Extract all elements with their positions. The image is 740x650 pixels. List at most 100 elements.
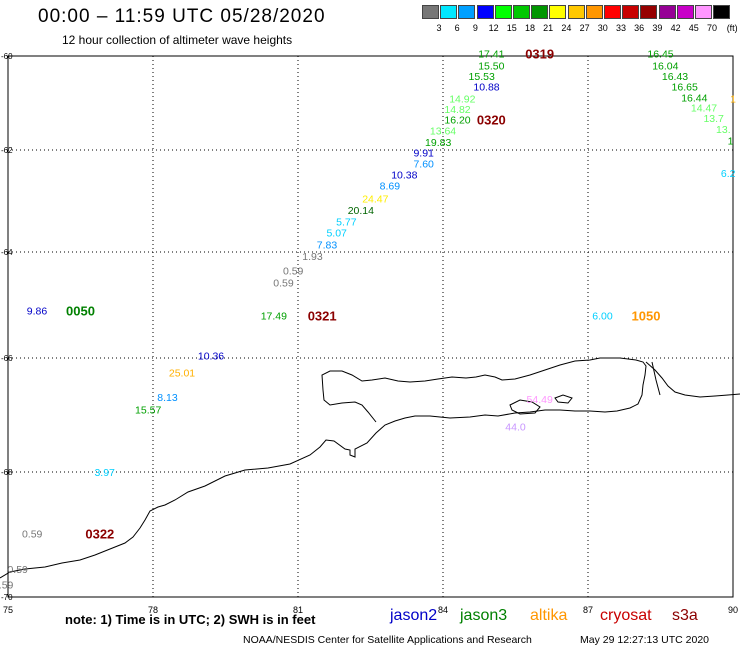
- pass-time-label: 1050: [632, 309, 661, 324]
- legend-label: 3: [436, 23, 442, 33]
- map-frame: [7, 55, 734, 598]
- satellite-jason3: jason3: [460, 607, 508, 624]
- coastline-main: [0, 357, 647, 579]
- wave-height-value: 16.44: [681, 92, 707, 104]
- wave-height-value: 16.20: [444, 114, 470, 126]
- wave-height-value: 1: [730, 93, 736, 105]
- legend-swatch-7: [549, 5, 567, 19]
- coastline: [0, 357, 740, 579]
- wave-height-value: 15.50: [478, 60, 504, 72]
- legend-swatch-6: [531, 5, 549, 19]
- legend-swatch-5: [513, 5, 530, 19]
- wave-height-value: 0.59: [283, 266, 304, 278]
- lat-tick-label: -66: [1, 354, 13, 363]
- wave-height-value: 9.86: [27, 305, 48, 317]
- legend-label: 24: [561, 23, 572, 33]
- wave-height-value: 13.64: [430, 125, 456, 137]
- lon-tick-label: 75: [3, 605, 13, 615]
- wave-height-value: 17.49: [261, 311, 287, 323]
- inlet: [651, 361, 661, 396]
- legend-swatch-8: [567, 5, 585, 19]
- wave-height-value: 0.59: [7, 564, 28, 576]
- wave-height-value: 10.38: [391, 169, 417, 181]
- legend-label: 27: [579, 23, 590, 33]
- lat-tick-label: -60: [1, 52, 13, 61]
- footer-note: note: 1) Time is in UTC; 2) SWH is in fe…: [65, 612, 316, 627]
- wave-height-value: 8.13: [157, 392, 178, 404]
- legend-label: 70: [706, 23, 718, 33]
- wave-height-value: 7.60: [413, 158, 434, 170]
- legend-swatch-15: [695, 5, 712, 19]
- wave-height-value: 0.59: [273, 278, 294, 290]
- legend-swatch-13: [658, 5, 676, 19]
- wave-height-value: 14.47: [691, 103, 717, 115]
- wave-height-value: 16.65: [672, 82, 698, 94]
- wave-height-value: 0.59: [22, 528, 43, 540]
- satellite-altika: altika: [530, 607, 568, 624]
- lon-tick-label: 78: [148, 605, 158, 615]
- pass-time-label: 0050: [66, 303, 95, 318]
- wave-height-value: 6.2: [721, 168, 736, 180]
- wave-height-value: 9.91: [413, 148, 434, 160]
- wave-height-value: 0.59: [0, 580, 14, 592]
- wave-height-value: 1: [728, 136, 734, 148]
- legend-swatch-2: [458, 5, 476, 19]
- lat-tick-label: -62: [1, 146, 13, 155]
- lat-tick-label: -70: [1, 593, 13, 602]
- legend-swatch-3: [476, 5, 494, 19]
- wave-height-value: 13.7: [703, 113, 724, 125]
- time-labels: 0319 0320 0050 0321 1050 0322: [66, 47, 660, 542]
- legend-swatch-11: [622, 5, 640, 19]
- legend-label: 45: [688, 23, 699, 33]
- wave-height-value: 25.01: [169, 367, 195, 379]
- wave-height-value: 10.36: [198, 350, 224, 362]
- lon-tick-label: 84: [438, 605, 448, 615]
- wave-height-value: 1.93: [302, 251, 323, 263]
- wave-height-value: 15.57: [135, 404, 161, 416]
- pass-time-label: 0320: [477, 112, 506, 127]
- legend-swatch-14: [676, 5, 694, 19]
- legend-label: 42: [670, 23, 681, 33]
- legend-label: 36: [634, 23, 645, 33]
- legend-swatch-4: [494, 5, 512, 19]
- legend-label: 6: [454, 23, 460, 33]
- pass-time-label: 0321: [308, 309, 337, 324]
- legend-label: 30: [597, 23, 608, 33]
- wave-height-value: 16.45: [647, 49, 673, 61]
- wave-height-value: 13.: [716, 124, 731, 136]
- wave-height-value: 19.83: [425, 137, 451, 149]
- pass-time-label: 0319: [525, 47, 554, 62]
- wave-height-value: 5.07: [326, 228, 347, 240]
- legend-label: 18: [524, 23, 536, 33]
- wave-height-value: 16.04: [652, 60, 678, 72]
- legend-swatch-1: [440, 5, 458, 19]
- wave-height-value: 54.49: [527, 394, 553, 406]
- legend-swatch-0: [422, 5, 439, 19]
- wave-height-value: 16.43: [662, 71, 688, 83]
- legend-swatch-10: [604, 5, 621, 19]
- legend-label: 39: [652, 23, 663, 33]
- page-title: 00:00 – 11:59 UTC 05/28/2020: [38, 6, 326, 27]
- wave-height-value: 24.47: [362, 193, 388, 205]
- legend-label: (ft): [726, 23, 738, 33]
- wave-height-value: 20.14: [348, 205, 374, 217]
- lat-tick-label: -68: [1, 468, 13, 477]
- legend-swatch-12: [640, 5, 658, 19]
- map-grid: [7, 55, 734, 598]
- wave-height-value: 5.77: [336, 216, 357, 228]
- pass-time-label: 0322: [85, 526, 114, 541]
- credit-line: NOAA/NESDIS Center for Satellite Applica…: [243, 634, 532, 646]
- satellite-cryosat: cryosat: [600, 607, 652, 624]
- wave-height-value: 6.00: [592, 311, 613, 323]
- lon-tick-label: 87: [583, 605, 593, 615]
- legend-label: 33: [615, 23, 627, 33]
- legend-swatch-16: [713, 5, 731, 19]
- wave-height-value: 17.41: [478, 49, 504, 61]
- lon-tick-label: 81: [293, 605, 303, 615]
- legend-swatch-9: [585, 5, 603, 19]
- legend-label: 15: [506, 23, 517, 33]
- satellite-jason2: jason2: [390, 607, 438, 624]
- island-small: [554, 394, 573, 404]
- generated-timestamp: May 29 12:27:13 UTC 2020: [580, 634, 709, 646]
